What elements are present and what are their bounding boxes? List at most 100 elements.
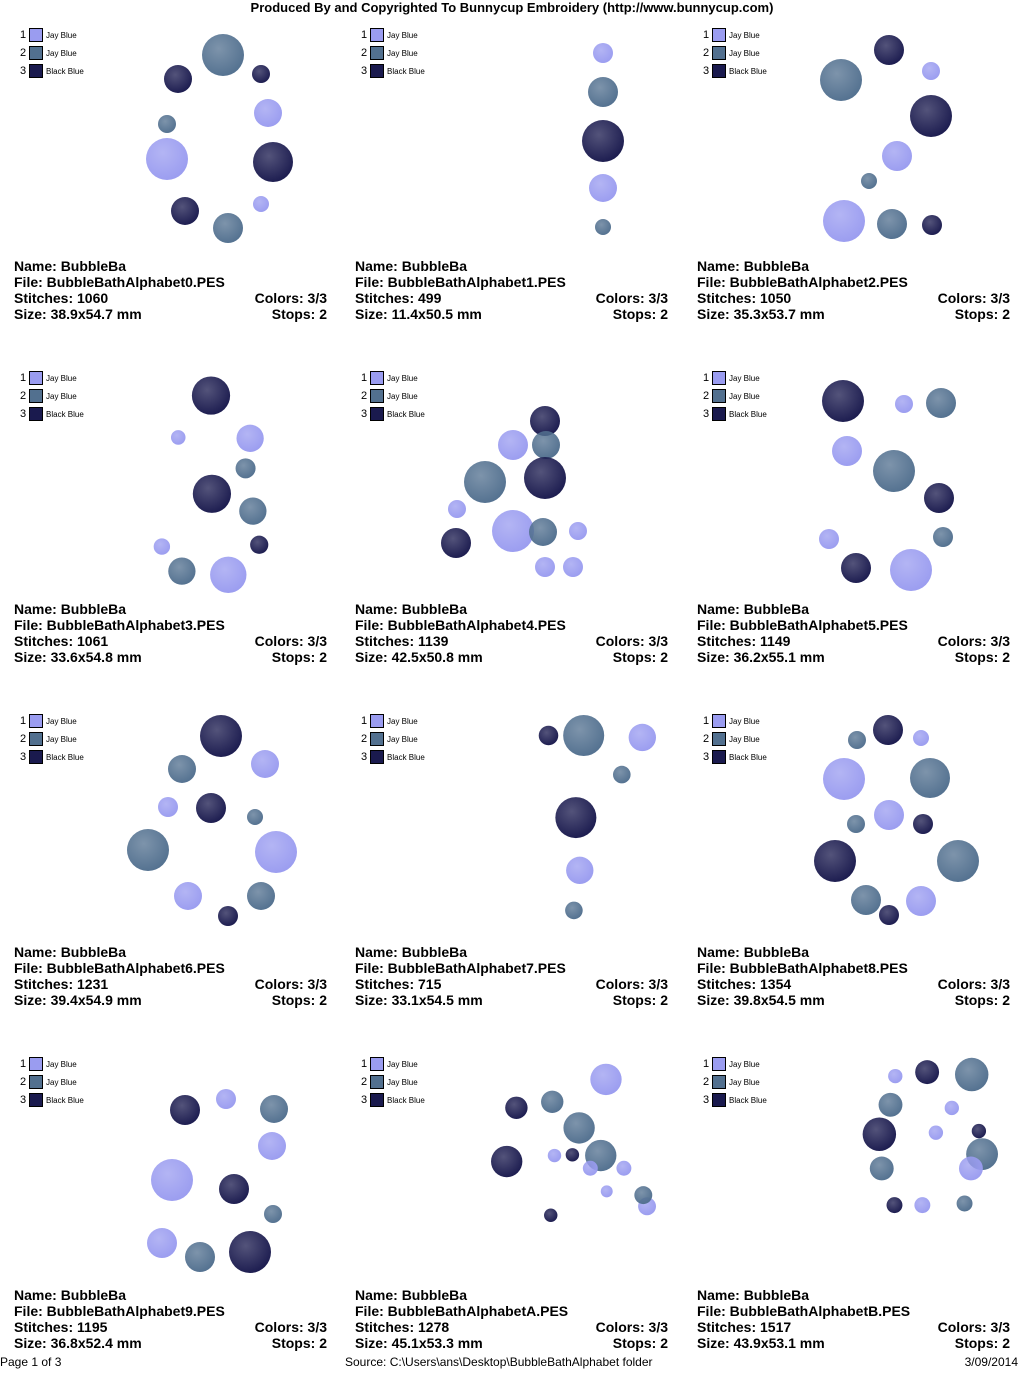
color-swatch xyxy=(29,1075,43,1089)
page-number: Page 1 of 3 xyxy=(0,1355,62,1369)
bubble-stitch xyxy=(922,62,940,80)
bubble-stitch xyxy=(235,458,256,479)
design-file: File: BubbleBathAlphabetB.PES xyxy=(697,1303,910,1319)
legend-number: 3 xyxy=(20,64,27,77)
bubble-stitch xyxy=(862,1117,897,1151)
stitch-count-value: 1149 xyxy=(760,633,791,649)
bubble-stitch xyxy=(616,1160,632,1176)
color-swatch xyxy=(712,389,726,403)
legend-number: 1 xyxy=(703,371,710,384)
legend-number: 1 xyxy=(703,1057,710,1070)
embroidery-design-preview xyxy=(146,34,293,243)
stop-count-label: Stops: xyxy=(954,306,999,322)
design-size-label: Size: xyxy=(14,992,47,1008)
legend-number: 2 xyxy=(361,1075,368,1088)
stop-count-value: 2 xyxy=(319,1335,327,1351)
bubble-stitch xyxy=(937,840,979,882)
bubble-stitch xyxy=(216,1089,236,1109)
bubble-stitch xyxy=(170,430,186,445)
bubble-stitch xyxy=(258,1132,286,1160)
stitch-count-label: Stitches: xyxy=(697,1319,757,1335)
embroidery-design-preview xyxy=(153,376,269,593)
bubble-stitch xyxy=(247,882,275,910)
stitch-count: Stitches: 1149 xyxy=(697,633,790,649)
thread-legend: 1 Jay Blue 2 Jay Blue 3 Black Blue xyxy=(361,1055,425,1109)
design-info: Name: BubbleBa File: BubbleBathAlphabet0.… xyxy=(14,258,327,322)
bubble-stitch xyxy=(252,65,270,83)
design-name-value: BubbleBa xyxy=(743,944,810,960)
color-count-label: Colors: xyxy=(937,290,987,306)
legend-row: 1 Jay Blue xyxy=(361,369,425,387)
color-swatch xyxy=(370,714,384,728)
design-name-value: BubbleBa xyxy=(401,601,468,617)
design-file: File: BubbleBathAlphabet6.PES xyxy=(14,960,225,976)
design-info: Name: BubbleBa File: BubbleBathAlphabet9.… xyxy=(14,1287,327,1351)
legend-row: 3 Black Blue xyxy=(20,405,84,423)
thread-name: Black Blue xyxy=(46,1095,84,1105)
legend-number: 1 xyxy=(20,714,27,727)
legend-number: 2 xyxy=(361,46,368,59)
design-size-label: Size: xyxy=(355,649,388,665)
legend-row: 3 Black Blue xyxy=(361,62,425,80)
bubble-stitch xyxy=(822,380,864,422)
stop-count-value: 2 xyxy=(1002,306,1010,322)
design-file-label: File: xyxy=(697,1303,726,1319)
stop-count: Stops: 2 xyxy=(613,649,668,665)
embroidery-design-preview xyxy=(441,406,587,577)
legend-number: 2 xyxy=(20,389,27,402)
color-count-label: Colors: xyxy=(254,976,304,992)
design-file: File: BubbleBathAlphabet5.PES xyxy=(697,617,908,633)
bubble-stitch xyxy=(255,831,297,873)
design-card: 1 Jay Blue 2 Jay Blue 3 Black Blue Name: Bubbl… xyxy=(683,1047,1024,1390)
design-file-label: File: xyxy=(14,274,43,290)
color-swatch xyxy=(712,714,726,728)
embroidery-design-preview xyxy=(127,715,297,926)
thread-name: Jay Blue xyxy=(729,1059,760,1069)
bubble-stitch xyxy=(971,1123,987,1139)
embroidery-design-preview xyxy=(582,43,624,235)
legend-number: 1 xyxy=(20,28,27,41)
legend-row: 1 Jay Blue xyxy=(20,26,84,44)
design-file: File: BubbleBathAlphabetA.PES xyxy=(355,1303,568,1319)
color-count-value: 3/3 xyxy=(307,290,327,306)
bubble-stitch xyxy=(879,905,899,925)
bubble-stitch xyxy=(819,529,839,549)
color-count: Colors: 3/3 xyxy=(938,976,1010,992)
design-card: 1 Jay Blue 2 Jay Blue 3 Black Blue Name: Bubbl… xyxy=(341,361,682,704)
design-size-value: 42.5x50.8 mm xyxy=(391,649,483,665)
color-swatch xyxy=(29,28,43,42)
legend-number: 3 xyxy=(361,64,368,77)
bubble-stitch xyxy=(229,1231,271,1273)
design-card: 1 Jay Blue 2 Jay Blue 3 Black Blue Name: Bubbl… xyxy=(341,704,682,1047)
stitch-count-value: 1060 xyxy=(77,290,109,306)
design-size-label: Size: xyxy=(697,306,730,322)
thread-legend: 1 Jay Blue 2 Jay Blue 3 Black Blue xyxy=(703,1055,767,1109)
embroidery-design-preview xyxy=(491,1063,656,1222)
stop-count: Stops: 2 xyxy=(272,992,327,1008)
bubble-stitch xyxy=(196,793,226,823)
stitch-count: Stitches: 1354 xyxy=(697,976,791,992)
color-count: Colors: 3/3 xyxy=(255,633,327,649)
design-size: Size: 33.1x54.5 mm xyxy=(355,992,483,1008)
legend-row: 2 Jay Blue xyxy=(361,1073,425,1091)
color-count-label: Colors: xyxy=(937,976,987,992)
bubble-stitch xyxy=(524,457,566,499)
color-count-label: Colors: xyxy=(937,633,987,649)
design-size: Size: 38.9x54.7 mm xyxy=(14,306,142,322)
design-file-label: File: xyxy=(697,274,726,290)
bubble-stitch xyxy=(538,725,559,746)
color-swatch xyxy=(712,64,726,78)
stitch-count-label: Stitches: xyxy=(697,633,757,649)
design-name-label: Name: xyxy=(697,258,740,274)
bubble-stitch xyxy=(861,173,877,189)
design-name: Name: BubbleBa xyxy=(697,944,809,960)
legend-number: 3 xyxy=(20,1093,27,1106)
thread-name: Jay Blue xyxy=(729,373,760,383)
legend-number: 2 xyxy=(361,732,368,745)
design-file-value: BubbleBathAlphabet6.PES xyxy=(46,960,225,976)
bubble-stitch xyxy=(491,1145,523,1178)
bubble-stitch xyxy=(886,1197,903,1214)
bubble-stitch xyxy=(563,1112,595,1144)
stop-count-value: 2 xyxy=(319,306,327,322)
bubble-stitch xyxy=(895,395,913,413)
